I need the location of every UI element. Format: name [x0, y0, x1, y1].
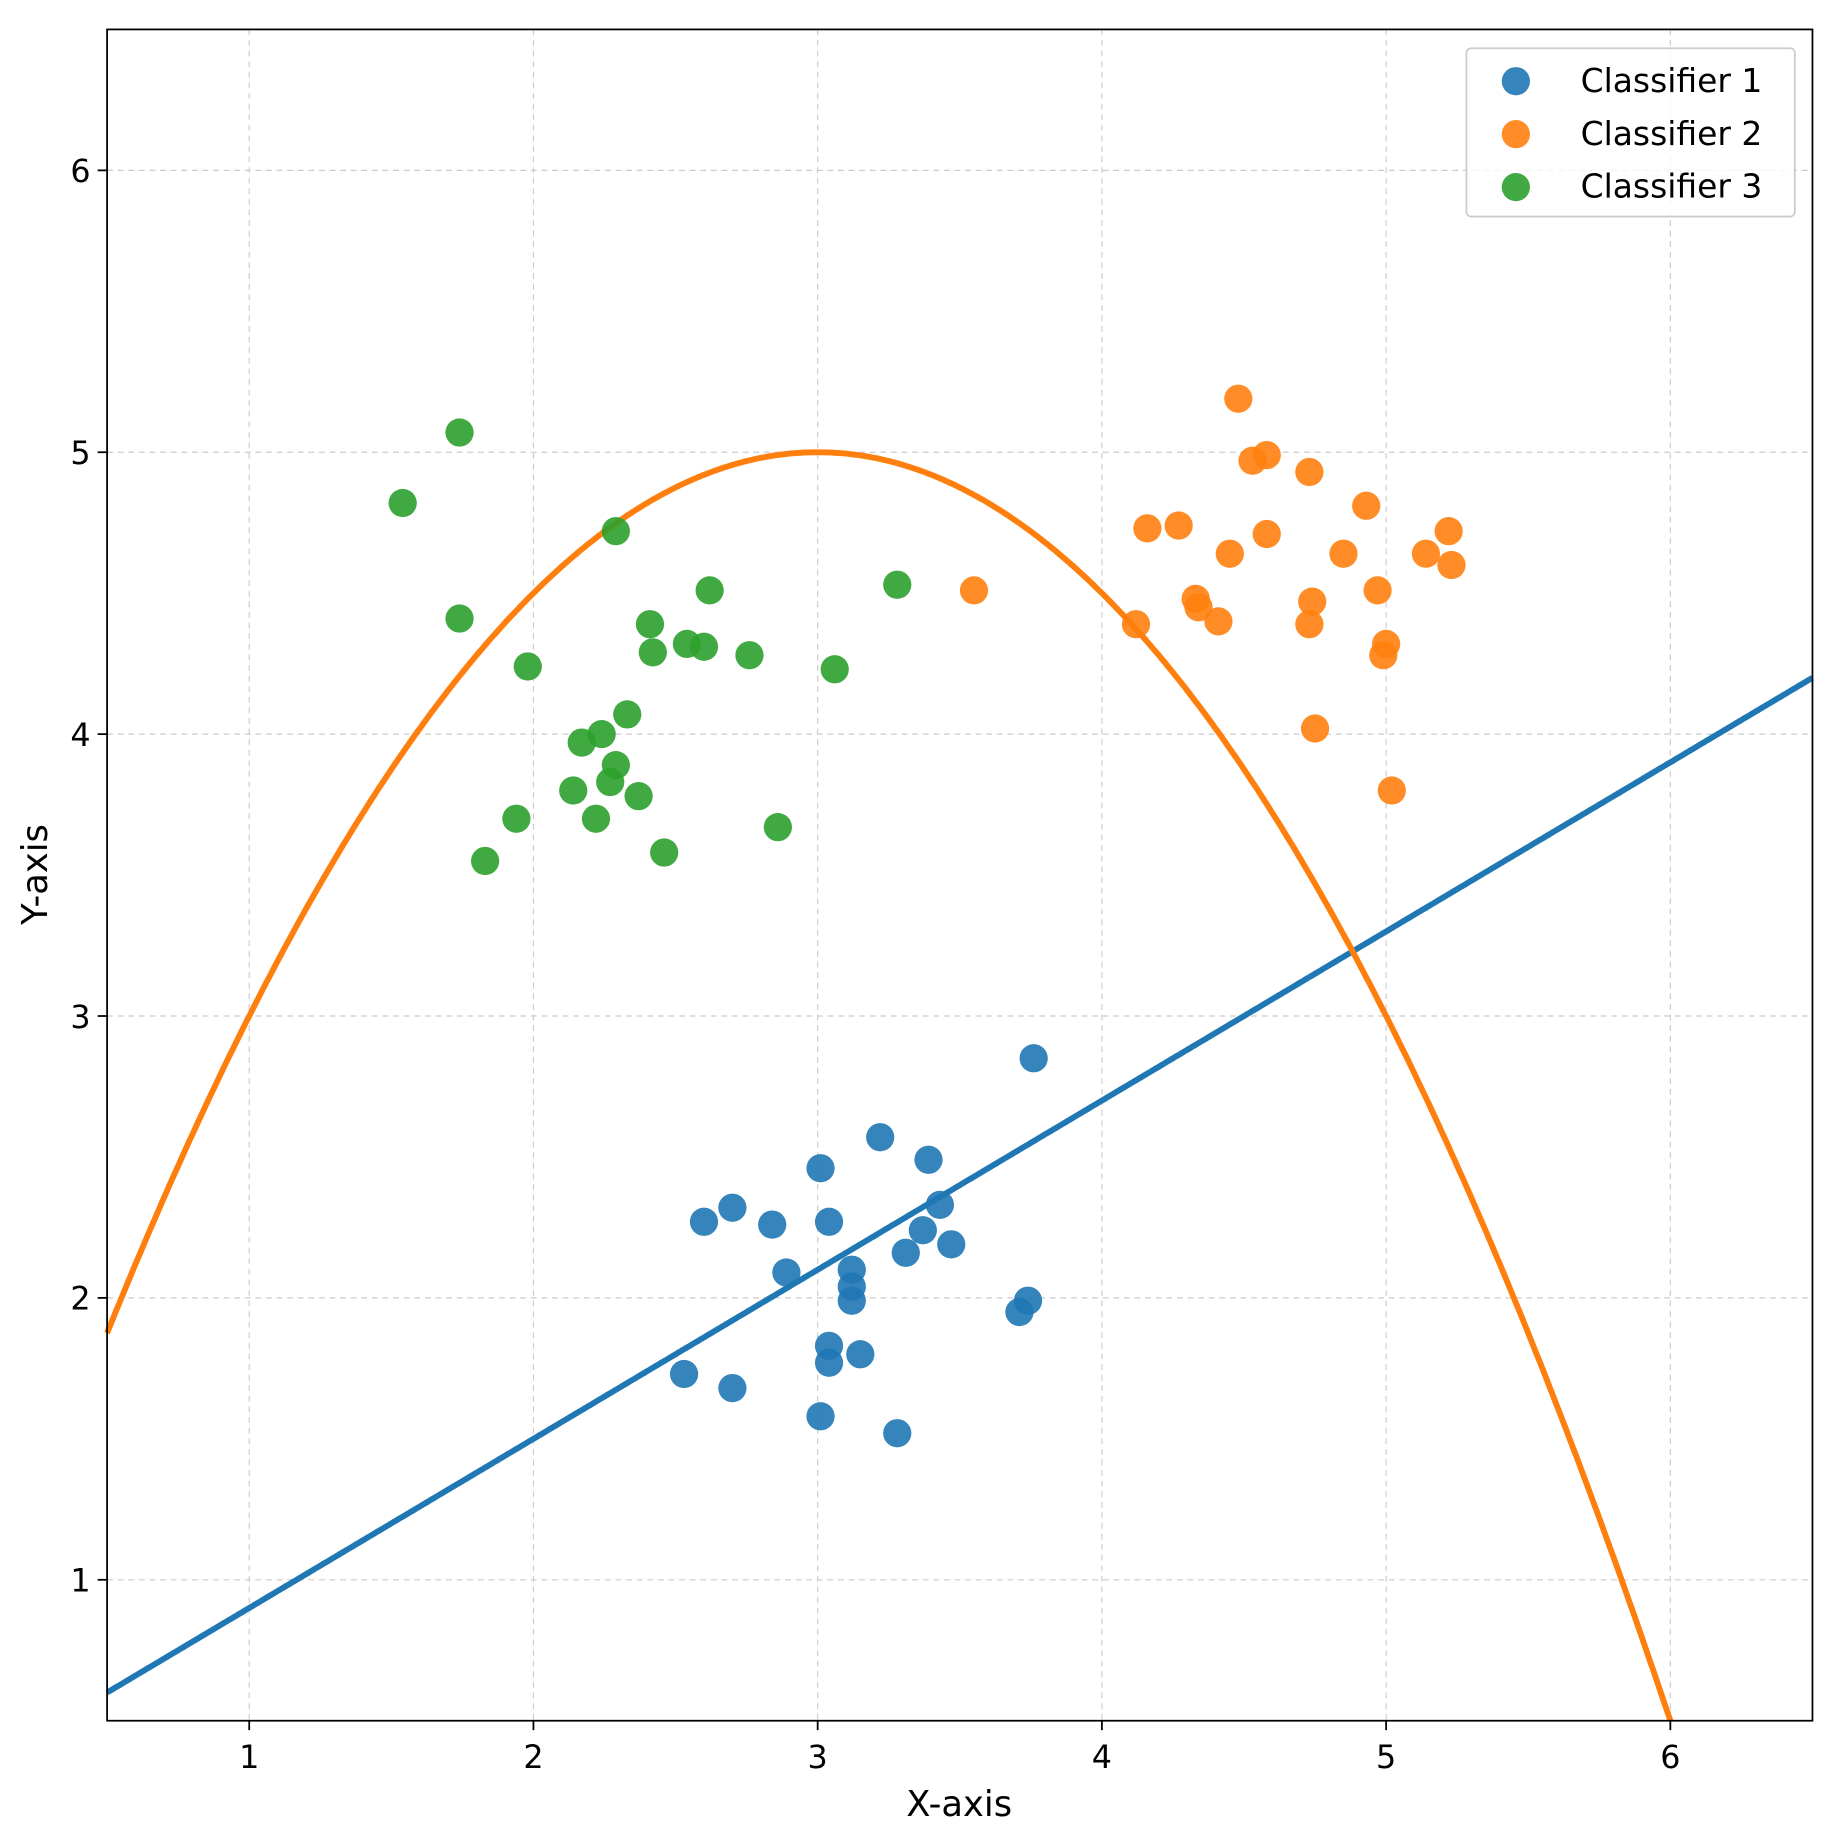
series-1: [669, 1044, 1048, 1448]
data-point: [1377, 776, 1406, 805]
grid: [107, 29, 1813, 1721]
data-point: [806, 1154, 835, 1183]
data-point: [581, 804, 611, 833]
data-point: [624, 782, 653, 811]
data-point: [718, 1373, 747, 1403]
legend: Classifier 1 Classifier 2 Classifier 3: [1465, 47, 1796, 218]
y-tick-label: 3: [70, 1000, 90, 1036]
legend-label: Classifier 3: [1581, 167, 1763, 206]
data-point: [1005, 1297, 1034, 1327]
data-point: [587, 720, 616, 749]
data-point: [814, 1207, 844, 1236]
data-point: [1369, 641, 1398, 670]
data-point: [1300, 714, 1330, 743]
data-point: [820, 655, 849, 684]
legend-box: [1465, 47, 1796, 218]
series-3: [388, 418, 912, 876]
data-point: [866, 1123, 895, 1152]
data-point: [1298, 587, 1327, 616]
legend-label: Classifier 1: [1581, 61, 1763, 100]
data-point: [445, 418, 474, 447]
data-point: [806, 1402, 835, 1431]
y-tick-label: 1: [70, 1564, 90, 1600]
data-point: [669, 1359, 699, 1389]
parabola-fit-line: [104, 449, 1674, 1722]
data-point: [763, 813, 792, 842]
x-tick-label: 2: [523, 1740, 543, 1776]
data-point: [837, 1286, 866, 1315]
fit-lines: [104, 449, 1815, 1722]
data-point: [1252, 519, 1281, 549]
y-tick-label: 6: [70, 154, 90, 190]
data-point: [959, 576, 989, 605]
data-point: [914, 1145, 943, 1174]
legend-label: Classifier 2: [1581, 114, 1763, 153]
data-point: [445, 604, 474, 633]
ticks: 1 2 3 4 5 6 1 2 3 4 5 6: [70, 154, 1680, 1776]
data-point: [388, 488, 417, 518]
data-point: [891, 1238, 920, 1267]
data-point: [883, 1419, 912, 1448]
data-point: [1019, 1044, 1048, 1073]
data-point: [1215, 539, 1244, 568]
data-point: [758, 1210, 787, 1239]
data-point: [1411, 539, 1441, 568]
data-point: [695, 576, 724, 605]
x-tick-label: 3: [808, 1740, 828, 1776]
data-point: [559, 776, 588, 805]
legend-marker: [1501, 67, 1530, 96]
x-tick-label: 1: [239, 1740, 259, 1776]
x-axis-label: X-axis: [906, 1784, 1012, 1825]
data-point: [814, 1348, 844, 1377]
data-point: [883, 570, 912, 599]
data-point: [1352, 491, 1381, 520]
data-point: [1252, 440, 1281, 470]
plot-area: [104, 384, 1815, 1722]
data-point: [513, 652, 542, 681]
data-point: [772, 1258, 801, 1287]
data-point: [1437, 550, 1466, 580]
y-tick-label: 4: [70, 718, 90, 754]
data-point: [1329, 539, 1358, 568]
series-2: [959, 384, 1466, 805]
data-point: [735, 641, 764, 670]
data-point: [1133, 514, 1162, 543]
x-tick-label: 6: [1660, 1740, 1680, 1776]
y-tick-label: 5: [70, 436, 90, 472]
data-point: [718, 1193, 747, 1222]
y-tick-label: 2: [70, 1282, 90, 1318]
data-point: [1121, 610, 1151, 639]
data-point: [1363, 576, 1392, 605]
legend-marker: [1501, 173, 1530, 202]
data-point: [846, 1340, 875, 1369]
data-point: [689, 632, 719, 661]
data-point: [1295, 610, 1324, 639]
y-axis-label: Y-axis: [15, 824, 56, 926]
data-point: [502, 804, 531, 833]
data-point: [596, 767, 625, 797]
data-point: [650, 838, 679, 867]
x-tick-label: 5: [1376, 1740, 1396, 1776]
data-point: [470, 846, 500, 876]
axes-frame: [106, 28, 1814, 1722]
data-point: [638, 638, 667, 667]
data-point: [937, 1230, 966, 1259]
data-point: [1434, 517, 1463, 546]
legend-marker: [1501, 120, 1530, 149]
data-point: [1295, 457, 1324, 487]
data-point: [1184, 593, 1213, 622]
x-tick-label: 4: [1092, 1740, 1112, 1776]
data-point: [613, 700, 642, 729]
data-point: [635, 610, 665, 639]
data-point: [925, 1190, 955, 1219]
data-point: [1164, 511, 1193, 540]
linear-fit-line: [105, 675, 1815, 1696]
data-point: [1224, 384, 1253, 413]
data-point: [908, 1216, 937, 1245]
data-point: [601, 517, 630, 546]
data-point: [689, 1207, 719, 1236]
data-point: [1204, 607, 1233, 636]
